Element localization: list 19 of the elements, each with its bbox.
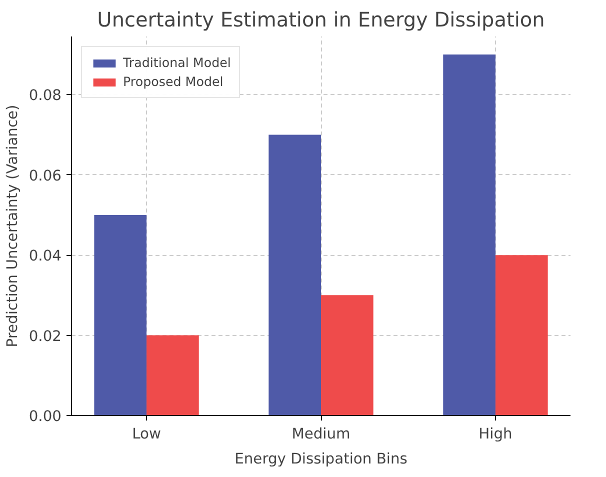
bar [321,295,374,416]
x-axis-title: Energy Dissipation Bins [234,450,408,468]
chart-title: Uncertainty Estimation in Energy Dissipation [97,8,545,32]
y-axis-title: Prediction Uncertainty (Variance) [4,104,21,348]
y-tick-label: 0.04 [28,248,62,265]
y-tick-label: 0.00 [28,408,62,425]
bar [443,54,496,416]
x-tick-label: High [478,426,512,442]
y-tick-label: 0.08 [28,87,62,104]
legend-label: Traditional Model [123,55,231,70]
bar [268,134,321,416]
bar [495,255,548,416]
y-tick-label: 0.02 [28,328,62,345]
x-tick-label: Medium [292,426,350,442]
x-tick-label: Low [132,426,161,442]
bar [146,335,199,416]
y-tick-label: 0.06 [28,167,62,184]
bar [94,214,147,416]
legend-label: Proposed Model [123,74,224,89]
